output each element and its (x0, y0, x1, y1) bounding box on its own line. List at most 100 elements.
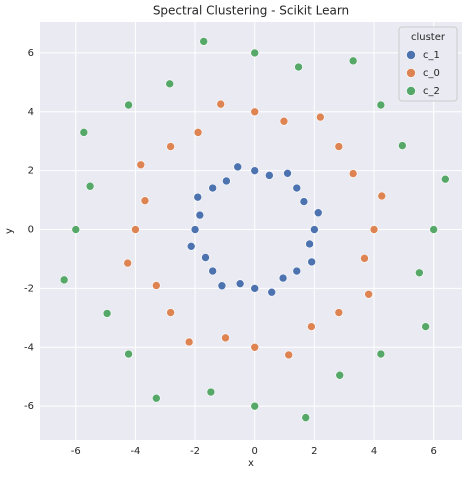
point (166, 142, 175, 151)
x-tick-label: 0 (252, 446, 258, 457)
point (334, 142, 344, 151)
point (265, 171, 274, 180)
point (136, 160, 146, 170)
point (201, 253, 210, 262)
legend-label: c_2 (423, 86, 440, 97)
point (376, 349, 386, 359)
point (292, 266, 302, 276)
point (85, 181, 95, 191)
point (250, 48, 260, 58)
point (140, 196, 150, 205)
point (193, 192, 203, 202)
point (124, 100, 133, 110)
point (348, 169, 358, 178)
y-tick-label: 0 (28, 225, 34, 236)
x-axis-label: x (248, 458, 254, 469)
x-tick-label: -2 (190, 446, 200, 457)
x-tick-label: -6 (71, 446, 81, 457)
point (313, 208, 323, 218)
point (152, 281, 161, 290)
point (278, 273, 288, 283)
point (279, 116, 289, 126)
point (165, 79, 175, 89)
legend-label: c_0 (423, 68, 440, 79)
y-tick-label: 2 (28, 166, 34, 177)
legend-marker (406, 50, 416, 60)
point (307, 322, 316, 331)
point (233, 162, 243, 172)
point (294, 62, 303, 72)
point (415, 268, 424, 278)
point (299, 197, 309, 206)
point (335, 370, 345, 380)
x-tick-label: 6 (430, 446, 436, 457)
legend-marker (406, 86, 416, 96)
y-tick-label: 6 (28, 48, 34, 59)
legend-marker (406, 68, 416, 78)
y-tick-label: 4 (28, 107, 34, 118)
point (316, 112, 325, 122)
point (71, 225, 81, 234)
point (152, 393, 161, 403)
point (250, 342, 260, 352)
point (301, 413, 311, 422)
point (250, 107, 260, 117)
point (59, 275, 69, 285)
point (305, 239, 314, 249)
legend: cluster c_1 c_0 c_2 (398, 26, 458, 102)
point (398, 141, 407, 150)
point (235, 279, 245, 288)
x-tick-label: 4 (371, 446, 377, 457)
point (429, 225, 438, 234)
point (376, 100, 386, 110)
point (208, 266, 217, 276)
plot-area (40, 22, 462, 440)
x-tick-label: 2 (311, 446, 317, 457)
legend-label: c_1 (423, 50, 440, 61)
x-tick-label: -4 (130, 446, 140, 457)
point (222, 176, 231, 186)
point (292, 183, 302, 193)
point (377, 191, 387, 201)
point (206, 387, 216, 397)
point (190, 225, 200, 234)
y-tick-label: -2 (24, 283, 34, 294)
point (250, 166, 260, 175)
point (184, 337, 194, 347)
point (440, 174, 450, 184)
point (369, 225, 379, 234)
point (307, 257, 316, 267)
point (79, 128, 89, 137)
point (250, 401, 260, 411)
legend-box (398, 26, 458, 102)
points (59, 37, 450, 422)
point (208, 183, 217, 193)
point (124, 349, 133, 359)
point (364, 289, 373, 299)
point (217, 281, 227, 291)
y-tick-label: -4 (24, 342, 34, 353)
point (250, 284, 260, 293)
chart-title: Spectral Clustering - Scikit Learn (153, 4, 349, 18)
point (267, 287, 277, 297)
point (193, 128, 203, 137)
y-tick-label: -6 (24, 401, 34, 412)
point (284, 350, 294, 360)
point (123, 258, 132, 268)
point (283, 169, 292, 178)
point (199, 37, 209, 46)
point (166, 308, 175, 317)
point (131, 225, 140, 234)
point (421, 322, 430, 331)
point (195, 210, 205, 220)
point (334, 308, 344, 317)
point (102, 309, 112, 318)
point (360, 254, 369, 263)
point (186, 242, 196, 251)
y-axis-label: y (4, 228, 15, 234)
point (348, 56, 358, 66)
point (216, 99, 226, 109)
legend-title: cluster (411, 32, 446, 43)
point (221, 333, 230, 343)
